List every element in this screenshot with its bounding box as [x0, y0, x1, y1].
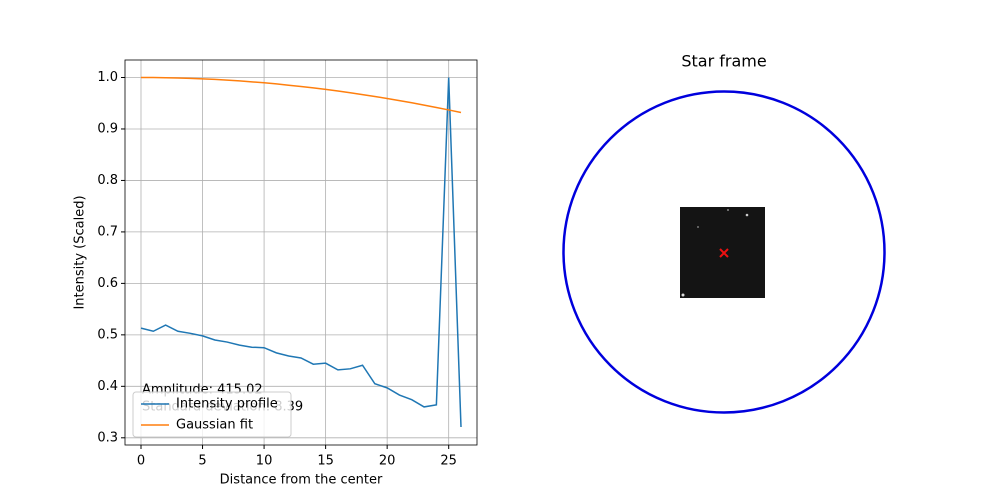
- legend-label: Gaussian fit: [176, 418, 253, 433]
- star-frame-plot: Star frame: [562, 52, 886, 414]
- y-axis-label: Intensity (Scaled): [73, 195, 88, 309]
- legend-label: Intensity profile: [176, 397, 278, 412]
- x-tick-label: 0: [137, 454, 145, 469]
- y-tick-label: 0.8: [97, 173, 118, 188]
- legend-box: [132, 391, 292, 438]
- y-tick-label: 1.0: [97, 70, 118, 85]
- x-axis-label: Distance from the center: [220, 473, 383, 488]
- y-tick-label: 0.4: [97, 379, 118, 394]
- x-tick-label: 20: [379, 454, 396, 469]
- x-tick-label: 25: [440, 454, 457, 469]
- star-dot: [697, 226, 699, 228]
- axes-frame: [124, 59, 478, 446]
- y-tick-label: 0.7: [97, 224, 118, 239]
- center-marker: [719, 248, 729, 258]
- x-tick-label: 15: [317, 454, 334, 469]
- y-tick-label: 0.6: [97, 276, 118, 291]
- x-tick-label: 5: [198, 454, 206, 469]
- series-line: [140, 76, 462, 114]
- aperture-circle: [562, 90, 886, 414]
- series-line: [140, 77, 462, 428]
- y-tick-label: 0.5: [97, 327, 118, 342]
- profile-plot: 0 5 10 15 20 25 0.3 0.4 0.5 0.6 0.7 0.8 0.9 1.0 Distan…: [73, 59, 478, 488]
- x-tick-label: 10: [256, 454, 273, 469]
- star-dot: [681, 293, 685, 297]
- y-tick-label: 0.3: [97, 430, 118, 445]
- y-tick-label: 0.9: [97, 121, 118, 136]
- star-dot: [727, 209, 729, 211]
- star-dot: [745, 213, 749, 217]
- image-title: Star frame: [681, 52, 766, 71]
